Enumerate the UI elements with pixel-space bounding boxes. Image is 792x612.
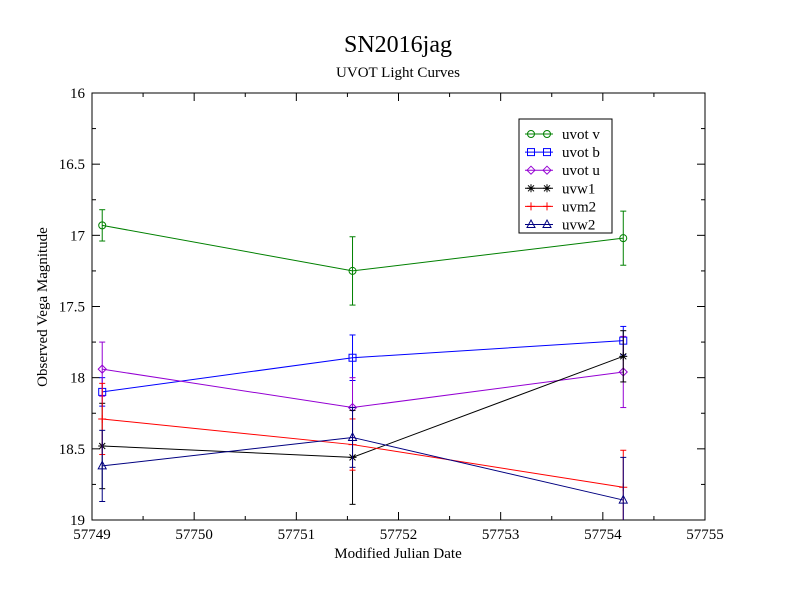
legend-label: uvot b xyxy=(562,145,600,161)
x-axis-label: Modified Julian Date xyxy=(334,546,462,562)
series-line-uvw1 xyxy=(102,355,624,458)
legend-marker xyxy=(542,165,552,175)
legend-label: uvw2 xyxy=(562,218,595,234)
y-tick-label: 18 xyxy=(70,371,85,387)
y-tick-label: 17.5 xyxy=(59,300,85,316)
legend-item-uvot-u: uvot u xyxy=(525,163,600,179)
legend-box xyxy=(518,118,613,234)
legend-item-uvw2: uvw2 xyxy=(525,218,595,234)
series-uvot-b xyxy=(98,325,628,407)
legend-marker xyxy=(527,130,535,138)
legend-marker xyxy=(526,218,536,228)
x-tick-label: 57751 xyxy=(278,527,316,543)
x-tick-label: 57750 xyxy=(175,527,213,543)
legend-marker xyxy=(527,184,535,193)
legend-marker xyxy=(543,130,551,138)
series-line-uvw2 xyxy=(102,436,624,501)
y-tick-label: 18.5 xyxy=(59,442,85,458)
axis-ticks: 57749 57750 57751 57752 57753 57754 57755 16 16.… xyxy=(59,86,724,543)
legend: uvot v uvot b uvot u uvw1 uvm2 uvw2 xyxy=(518,118,613,234)
legend-marker xyxy=(527,202,535,211)
legend-item-uvot-b: uvot b xyxy=(525,145,600,161)
series-line-uvot-u xyxy=(102,368,624,409)
legend-marker xyxy=(543,184,551,193)
legend-marker xyxy=(526,165,536,175)
plot-area xyxy=(91,92,706,521)
series-uvw2 xyxy=(97,407,629,520)
legend-marker xyxy=(542,218,552,228)
plot-frame xyxy=(91,92,706,521)
y-tick-label: 16.5 xyxy=(59,157,85,173)
legend-marker xyxy=(527,148,535,157)
data-point xyxy=(97,460,108,470)
y-tick-label: 17 xyxy=(70,228,86,244)
legend-marker xyxy=(543,202,551,211)
legend-marker xyxy=(543,148,551,157)
data-point xyxy=(619,234,628,243)
legend-label: uvw1 xyxy=(562,181,595,197)
series-uvot-v xyxy=(98,209,628,306)
x-tick-label: 57749 xyxy=(73,527,111,543)
series-line-uvot-b xyxy=(102,340,624,393)
series-layer xyxy=(97,209,629,520)
data-point xyxy=(348,266,357,275)
legend-label: uvot u xyxy=(562,163,600,179)
y-axis-label: Observed Vega Magnitude xyxy=(35,227,51,387)
y-tick-label: 19 xyxy=(70,513,85,529)
legend-label: uvot v xyxy=(562,127,600,143)
data-point xyxy=(98,414,107,423)
data-point xyxy=(619,352,628,361)
legend-item-uvot-v: uvot v xyxy=(525,127,600,143)
data-point xyxy=(618,494,629,504)
x-tick-label: 57752 xyxy=(380,527,418,543)
series-uvm2 xyxy=(98,382,628,520)
series-uvot-u xyxy=(97,335,628,438)
x-tick-label: 57753 xyxy=(482,527,520,543)
legend-item-uvm2: uvm2 xyxy=(525,199,596,215)
chart-subtitle: UVOT Light Curves xyxy=(336,65,460,81)
x-tick-label: 57755 xyxy=(686,527,724,543)
data-point xyxy=(97,364,107,374)
data-point xyxy=(347,431,358,441)
series-line-uvot-v xyxy=(102,224,624,272)
y-tick-label: 16 xyxy=(70,86,86,102)
legend-item-uvw1: uvw1 xyxy=(525,181,595,197)
data-point xyxy=(98,221,107,230)
data-point xyxy=(348,353,357,362)
chart-title: SN2016jag xyxy=(344,32,452,58)
x-tick-label: 57754 xyxy=(584,527,622,543)
legend-label: uvm2 xyxy=(562,199,596,215)
